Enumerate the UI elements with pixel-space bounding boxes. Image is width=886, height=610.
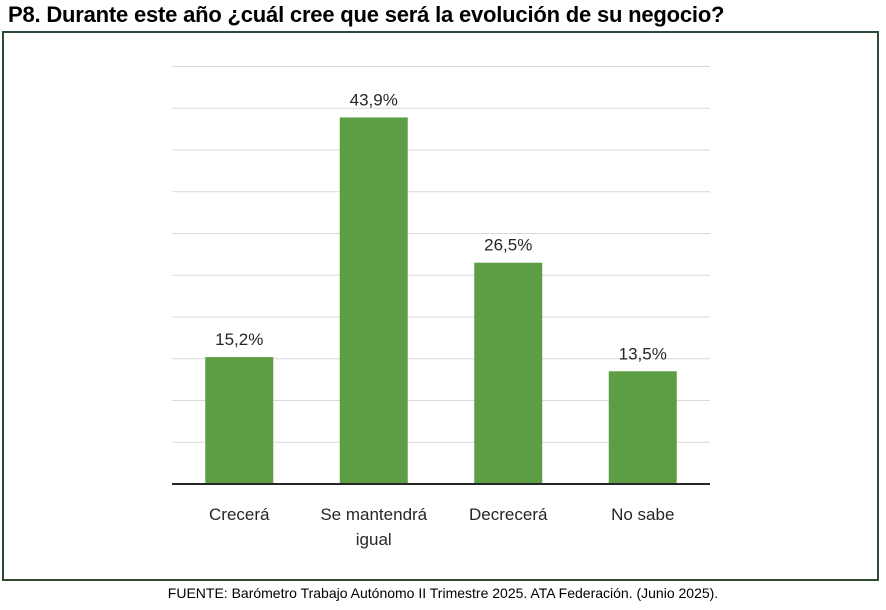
source-note: FUENTE: Barómetro Trabajo Autónomo II Tr… bbox=[167, 585, 719, 601]
data-label: 26,5% bbox=[484, 236, 532, 255]
bar bbox=[608, 371, 677, 484]
chart-frame bbox=[2, 31, 879, 581]
category-label: Crecerá bbox=[209, 505, 270, 524]
bar bbox=[339, 117, 408, 484]
data-label: 43,9% bbox=[350, 90, 398, 109]
category-label: No sabe bbox=[611, 505, 674, 524]
bar bbox=[205, 357, 274, 484]
data-label: 13,5% bbox=[619, 344, 667, 363]
category-label: Decrecerá bbox=[469, 505, 548, 524]
data-label: 15,2% bbox=[215, 330, 263, 349]
category-label: Se mantendrá igual bbox=[320, 505, 427, 549]
bar-chart: 15,2% Crecerá 43,9% Se mantendrá igual 26,5% D… bbox=[172, 66, 710, 549]
chart-title: P8. Durante este año ¿cuál cree que será… bbox=[8, 2, 725, 27]
bar bbox=[474, 262, 543, 484]
